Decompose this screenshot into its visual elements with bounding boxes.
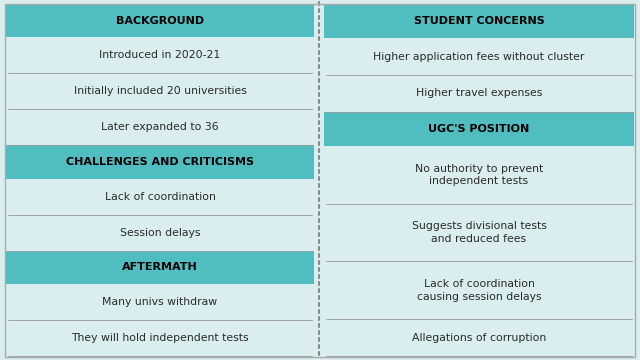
Text: No authority to prevent
independent tests: No authority to prevent independent test…: [415, 163, 543, 186]
Text: They will hold independent tests: They will hold independent tests: [71, 333, 249, 343]
Bar: [324, 38, 634, 75]
Bar: [6, 284, 314, 320]
Text: Suggests divisional tests
and reduced fees: Suggests divisional tests and reduced fe…: [412, 221, 547, 244]
Text: STUDENT CONCERNS: STUDENT CONCERNS: [413, 16, 545, 26]
Bar: [6, 109, 314, 145]
Bar: [324, 146, 634, 204]
Text: UGC'S POSITION: UGC'S POSITION: [428, 124, 530, 134]
Bar: [324, 112, 634, 146]
Bar: [6, 179, 314, 215]
Bar: [324, 319, 634, 356]
Text: Initially included 20 universities: Initially included 20 universities: [74, 86, 246, 96]
Text: Lack of coordination
causing session delays: Lack of coordination causing session del…: [417, 279, 541, 302]
Text: BACKGROUND: BACKGROUND: [116, 16, 204, 26]
Bar: [324, 75, 634, 112]
Text: Allegations of corruption: Allegations of corruption: [412, 333, 546, 343]
Text: CHALLENGES AND CRITICISMS: CHALLENGES AND CRITICISMS: [66, 157, 254, 167]
Text: Later expanded to 36: Later expanded to 36: [101, 122, 219, 132]
Bar: [324, 4, 634, 38]
Bar: [6, 251, 314, 284]
Bar: [324, 204, 634, 261]
Bar: [6, 4, 314, 37]
Bar: [324, 261, 634, 319]
Text: AFTERMATH: AFTERMATH: [122, 262, 198, 273]
Text: Higher application fees without cluster: Higher application fees without cluster: [373, 51, 585, 62]
Text: Introduced in 2020-21: Introduced in 2020-21: [99, 50, 221, 60]
Text: Session delays: Session delays: [120, 228, 200, 238]
Bar: [6, 73, 314, 109]
Text: Many univs withdraw: Many univs withdraw: [102, 297, 218, 307]
Text: Lack of coordination: Lack of coordination: [104, 192, 216, 202]
Text: Higher travel expenses: Higher travel expenses: [416, 88, 542, 98]
Bar: [6, 320, 314, 356]
Bar: [6, 37, 314, 73]
Bar: [6, 145, 314, 179]
Bar: [6, 215, 314, 251]
